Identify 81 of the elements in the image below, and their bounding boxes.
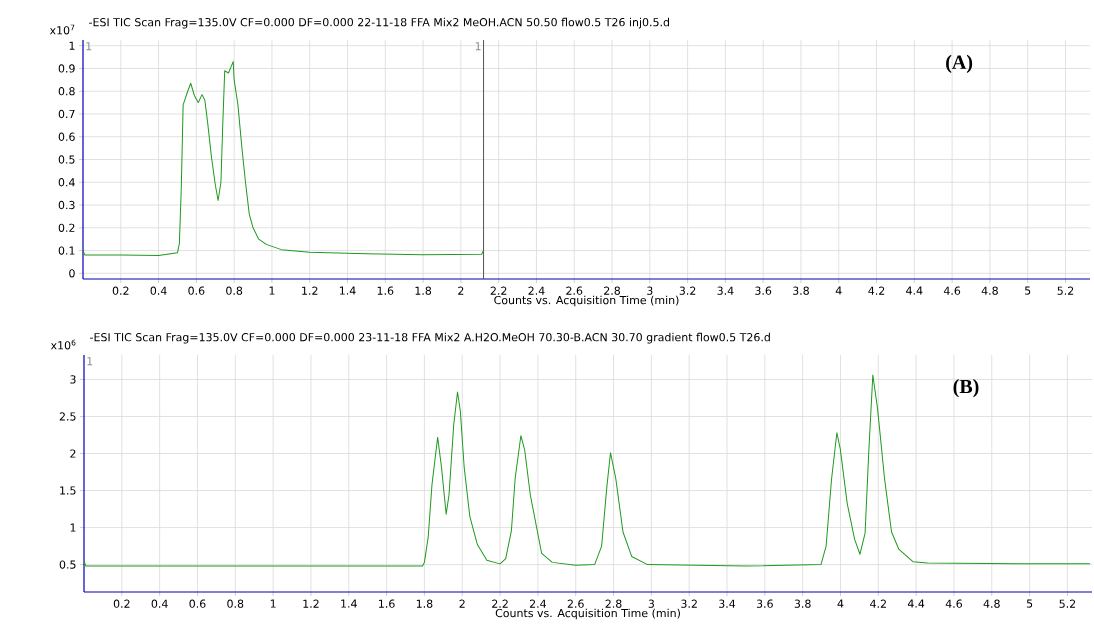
x-tick-label: 1 (270, 599, 276, 608)
line-series (82, 61, 485, 257)
x-tick-label: 1.6 (377, 286, 394, 295)
y-tick-label: 0 (69, 269, 75, 278)
y-tick-label: 0.4 (58, 178, 75, 187)
x-tick-label: 2.4 (528, 286, 545, 295)
y-tick-label: 0.8 (58, 87, 75, 96)
x-tick-label: 4 (835, 286, 842, 295)
y-axis-title: x10$^{6}$ (50, 339, 76, 350)
x-tick-label: 3.8 (793, 286, 809, 295)
y-tick-label: 0.7 (58, 109, 75, 119)
x-tick-label: 2 (459, 599, 465, 608)
x-tick-label: 1.6 (379, 599, 395, 608)
x-tick-label: 0.2 (112, 286, 129, 295)
x-tick-label: 0.2 (113, 599, 130, 608)
x-tick-label: 0.8 (227, 599, 244, 608)
x-tick-label: 4.6 (943, 286, 961, 295)
x-tick-label: 1.4 (341, 599, 357, 608)
x-tick-label: 1 (269, 286, 275, 295)
x-tick-label: 3.2 (679, 286, 696, 295)
x-tick-label: 3.8 (794, 599, 811, 608)
y-tick-label: 0.2 (58, 223, 75, 232)
x-tick-label: 3.4 (717, 286, 734, 295)
x-tick-label: 2 (458, 286, 464, 295)
y-tick-label: 3 (70, 375, 76, 384)
y-tick-label: 0.5 (58, 155, 75, 164)
annotation: (B) (953, 379, 979, 398)
x-tick-label: 4.6 (945, 599, 962, 608)
y-tick-label: 0.6 (58, 132, 75, 141)
annotation: 1 (86, 42, 92, 51)
chart-title: -ESI TIC Scan Frag=135.0V CF=0.000 DF=0.000 23-11-18 FFA Mix2 A.H2O.MeOH 70.30-B.ACN 30.70 gradient flow0.5 T26.d (90, 332, 770, 344)
x-tick-label: 2.8 (604, 286, 621, 295)
y-tick-label: 1 (69, 41, 75, 50)
x-tick-label: 4.8 (983, 599, 1000, 608)
x-tick-label: 3 (648, 599, 654, 608)
x-tick-label: 4.8 (981, 286, 998, 295)
x-tick-label: 2.6 (567, 599, 584, 608)
x-tick-label: 0.4 (151, 599, 168, 608)
x-tick-label: 0.6 (189, 599, 206, 608)
chart-title: -ESI TIC Scan Frag=135.0V CF=0.000 DF=0.000 22-11-18 FFA Mix2 MeOH.ACN 50.50 flow0.5 T26 inj0.5.d (89, 17, 669, 29)
x-tick-label: 3.6 (755, 286, 772, 295)
y-tick-label: 1.5 (60, 486, 76, 495)
x-tick-label: 2.6 (566, 286, 583, 295)
annotation: (A) (946, 54, 973, 73)
x-tick-label: 5.2 (1057, 286, 1074, 295)
x-tick-label: 0.6 (188, 286, 205, 295)
y-axis-title: x10$^{7}$ (49, 24, 75, 35)
x-tick-label: 3.4 (719, 599, 736, 608)
x-tick-label: 5.2 (1059, 599, 1076, 608)
y-tick-label: 1 (70, 523, 76, 532)
x-axis-title: Counts vs. Acquisition Time (min) (494, 295, 679, 307)
x-tick-label: 5 (1025, 286, 1031, 295)
x-tick-label: 0.4 (150, 286, 167, 295)
x-tick-label: 4.4 (906, 286, 923, 295)
x-tick-label: 1.4 (339, 286, 356, 295)
x-tick-label: 3.6 (756, 599, 773, 608)
x-tick-label: 3.2 (681, 599, 697, 608)
x-tick-label: 0.8 (226, 286, 243, 295)
x-tick-label: 2.2 (492, 599, 508, 608)
x-tick-label: 5 (1026, 599, 1033, 608)
y-tick-label: 2 (70, 449, 76, 458)
y-tick-label: 0.3 (58, 200, 75, 210)
annotation: 1 (475, 42, 481, 51)
x-tick-label: 4.4 (907, 599, 925, 608)
x-tick-label: 2.4 (529, 599, 547, 608)
y-tick-label: 0.1 (58, 246, 75, 255)
x-tick-label: 4.2 (870, 599, 886, 608)
x-tick-label: 1.8 (416, 599, 433, 608)
x-tick-label: 1.2 (303, 599, 319, 608)
x-tick-label: 4.2 (868, 286, 885, 295)
y-tick-label: 0.9 (58, 64, 75, 73)
x-axis-title: Counts vs. Acquisition Time (min) (495, 608, 680, 620)
y-tick-label: 0.5 (59, 560, 76, 569)
x-tick-label: 1.2 (302, 286, 318, 295)
x-tick-label: 2.2 (490, 286, 507, 295)
x-tick-label: 1.8 (415, 286, 432, 295)
y-tick-label: 2.5 (59, 412, 76, 421)
x-tick-label: 3 (647, 286, 653, 295)
annotation: 1 (87, 357, 93, 366)
x-tick-label: 2.8 (605, 599, 622, 608)
x-tick-label: 4 (837, 599, 844, 608)
